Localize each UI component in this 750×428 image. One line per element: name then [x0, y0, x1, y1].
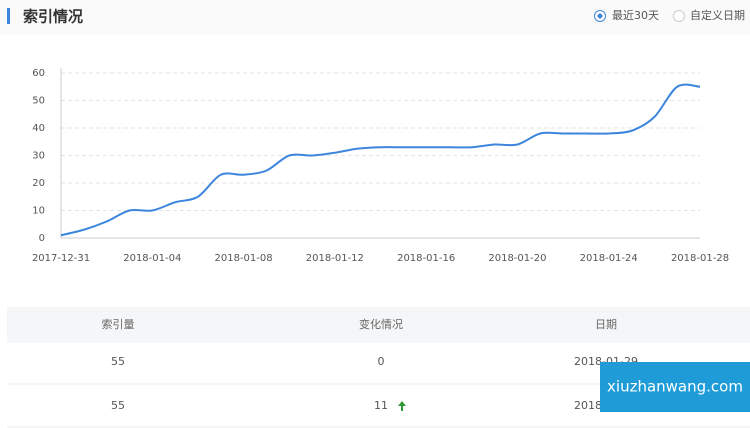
table-cell: 11: [374, 399, 388, 412]
line: [60, 83, 701, 237]
y-tick-label: 10: [32, 206, 45, 217]
x-tick-label: 2017-12-31: [32, 253, 90, 264]
radio-label[interactable]: 自定义日期: [690, 8, 745, 22]
x-tick-label: 2018-01-12: [306, 253, 364, 264]
y-tick-label: 50: [32, 96, 45, 107]
header-bar: [0, 0, 750, 34]
x-tick-label: 2018-01-08: [215, 253, 273, 264]
column-header: 日期: [595, 318, 617, 331]
header-accent: [7, 8, 10, 24]
column-header: 变化情况: [359, 317, 403, 331]
radio-dot: [597, 13, 603, 19]
watermark: xiuzhanwang.com: [607, 378, 743, 396]
table-cell: 55: [111, 355, 125, 368]
x-tick-label: 2018-01-04: [123, 253, 181, 264]
chart: 0 10 20 30 40 50 60 2017-12-31 2018-01-04 2018-01…: [32, 68, 729, 264]
column-header: 索引量: [102, 317, 135, 331]
y-tick-label: 0: [39, 233, 45, 244]
watermark-box: [600, 362, 750, 412]
y-tick-label: 20: [32, 178, 45, 189]
radio[interactable]: [673, 10, 685, 22]
x-tick-label: 2018-01-16: [397, 253, 455, 264]
up-arrow-icon: [398, 401, 406, 411]
y-tick-label: 60: [32, 68, 45, 79]
table-cell: 0: [378, 355, 385, 368]
radio-label[interactable]: 最近30天: [612, 9, 659, 22]
x-tick-label: 2018-01-28: [671, 253, 729, 264]
y-tick-label: 30: [32, 151, 45, 162]
y-tick-label: 40: [32, 123, 45, 134]
table-cell: 55: [111, 399, 125, 412]
table-header: [7, 307, 750, 343]
x-tick-label: 2018-01-20: [488, 253, 546, 264]
header-title: 索引情况: [23, 8, 83, 26]
x-tick-label: 2018-01-24: [580, 253, 638, 264]
